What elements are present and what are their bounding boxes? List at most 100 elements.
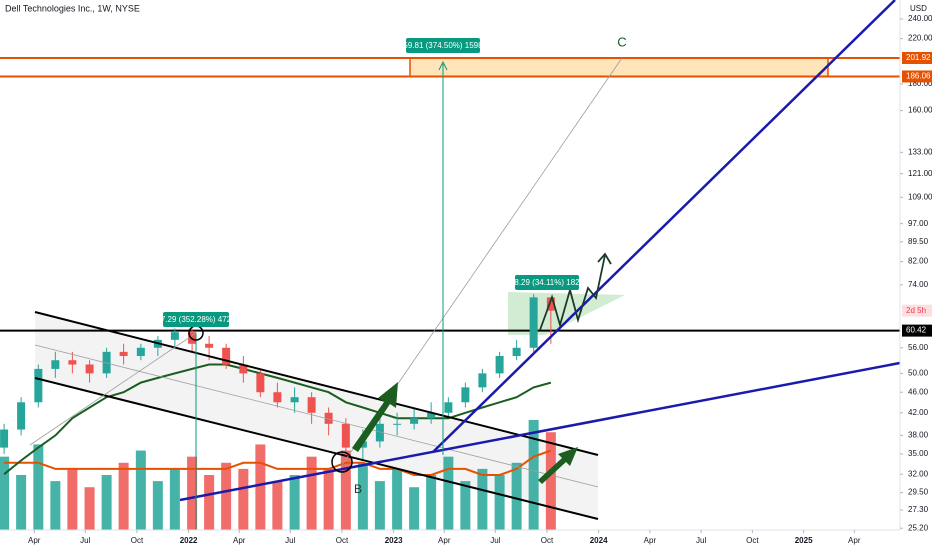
x-tick-label: Apr bbox=[644, 536, 657, 545]
candle-body bbox=[290, 397, 299, 403]
x-tick-label: Apr bbox=[28, 536, 41, 545]
y-tick-label: 133.00 bbox=[908, 147, 932, 156]
measure-label: 18.29 (34.11%) 1829 bbox=[510, 278, 585, 287]
volume-bar bbox=[238, 468, 249, 530]
volume-bar bbox=[84, 487, 95, 530]
volume-ma bbox=[4, 449, 552, 476]
trend-blue bbox=[432, 0, 896, 453]
volume-bar bbox=[135, 450, 146, 530]
y-tick-label: 32.00 bbox=[908, 469, 929, 478]
candle-body bbox=[307, 397, 316, 413]
volume-bar bbox=[187, 456, 198, 530]
y-tick-label: 97.00 bbox=[908, 219, 929, 228]
volume-bar bbox=[340, 450, 351, 530]
candle-body bbox=[17, 402, 26, 430]
x-tick-label: Jul bbox=[696, 536, 706, 545]
candle-body bbox=[529, 297, 538, 348]
volume-bar bbox=[289, 475, 300, 530]
drawings: 159.81 (374.50%) 15981 47.29 (352.28%) 4… bbox=[29, 0, 906, 530]
x-tick-label: Jul bbox=[80, 536, 90, 545]
candle-body bbox=[495, 355, 504, 374]
trend-blue bbox=[179, 360, 906, 502]
candle-body bbox=[170, 332, 179, 340]
x-tick-label: Apr bbox=[438, 536, 451, 545]
candle-body bbox=[546, 297, 555, 311]
candle-body bbox=[205, 343, 214, 348]
y-tick-label: 109.00 bbox=[908, 192, 932, 201]
y-tick-label: 27.30 bbox=[908, 505, 929, 514]
candle-body bbox=[512, 347, 521, 356]
price-axis bbox=[900, 0, 932, 550]
x-tick-label: Oct bbox=[541, 536, 554, 545]
zigzag-arrow bbox=[597, 252, 612, 265]
volume-bar bbox=[426, 475, 437, 530]
candle-body bbox=[478, 373, 487, 388]
measure-box bbox=[163, 312, 229, 327]
y-tick-label: 160.00 bbox=[908, 106, 932, 115]
candle-body bbox=[136, 347, 145, 356]
channel-fill bbox=[35, 312, 598, 519]
volume-bar bbox=[545, 432, 556, 530]
price-level-label: 60.42 bbox=[906, 326, 927, 335]
volume-bar bbox=[494, 475, 505, 530]
candle-body bbox=[461, 387, 470, 403]
channel-top bbox=[34, 311, 599, 456]
volume-bar bbox=[511, 462, 522, 530]
y-tick-label: 29.50 bbox=[908, 488, 929, 497]
candle-body bbox=[393, 423, 402, 425]
candle-body bbox=[410, 418, 419, 424]
wave-label: C bbox=[617, 34, 626, 49]
axis-layer: Apr Jul Oct 2022 Apr Jul Oct 2023 Apr Jul Oct 2024 A… bbox=[28, 14, 932, 545]
price-level-box bbox=[902, 51, 932, 64]
price-level-label: 201.92 bbox=[906, 53, 931, 62]
y-tick-label: 220.00 bbox=[908, 34, 932, 43]
x-tick-label: Apr bbox=[233, 536, 246, 545]
volume-bar bbox=[118, 462, 129, 530]
candle-body bbox=[102, 351, 111, 374]
volume-bar bbox=[374, 481, 385, 530]
volume-bar bbox=[169, 468, 180, 530]
x-tick-label: Jul bbox=[285, 536, 295, 545]
volume-bar bbox=[409, 487, 420, 530]
x-tick-label: 2022 bbox=[180, 536, 198, 545]
measure-box bbox=[515, 275, 579, 290]
candle-body bbox=[51, 360, 60, 369]
x-tick-label: Apr bbox=[848, 536, 861, 545]
candle-body bbox=[341, 423, 350, 448]
y-tick-label: 42.00 bbox=[908, 408, 929, 417]
candle-body bbox=[68, 360, 77, 365]
volume-bar bbox=[255, 444, 266, 530]
countdown-box bbox=[902, 304, 932, 317]
volume-bar bbox=[528, 420, 539, 530]
candle-body bbox=[444, 402, 453, 413]
candle-body bbox=[324, 412, 333, 424]
price-level-box bbox=[902, 70, 932, 83]
zigzag bbox=[539, 254, 606, 331]
y-tick-label: 89.50 bbox=[908, 237, 929, 246]
big-arrow bbox=[352, 382, 398, 452]
price-level-label: 186.06 bbox=[906, 72, 931, 81]
volume-bar bbox=[306, 456, 317, 530]
volume-bar bbox=[101, 475, 112, 530]
volume-bar bbox=[33, 444, 44, 530]
candle-body bbox=[34, 368, 43, 403]
y-tick-label: 121.00 bbox=[908, 169, 932, 178]
candle-body bbox=[119, 351, 128, 356]
volume-bar bbox=[443, 456, 454, 530]
volume-bar bbox=[50, 481, 61, 530]
candle-body bbox=[222, 347, 231, 365]
channel-mid bbox=[34, 344, 599, 488]
volume-pane bbox=[0, 420, 556, 530]
y-tick-label: 50.00 bbox=[908, 368, 929, 377]
x-tick-label: 2023 bbox=[385, 536, 403, 545]
y-tick-label: 25.20 bbox=[908, 523, 929, 532]
measure-arrow bbox=[438, 60, 448, 71]
y-tick-label: 180.00 bbox=[908, 79, 932, 88]
candle-body bbox=[256, 373, 265, 393]
chart-title: Dell Technologies Inc., 1W, NYSE bbox=[5, 3, 140, 13]
trend-thin bbox=[29, 332, 197, 446]
y-tick-label: 56.00 bbox=[908, 343, 929, 352]
moving-average bbox=[3, 363, 552, 475]
